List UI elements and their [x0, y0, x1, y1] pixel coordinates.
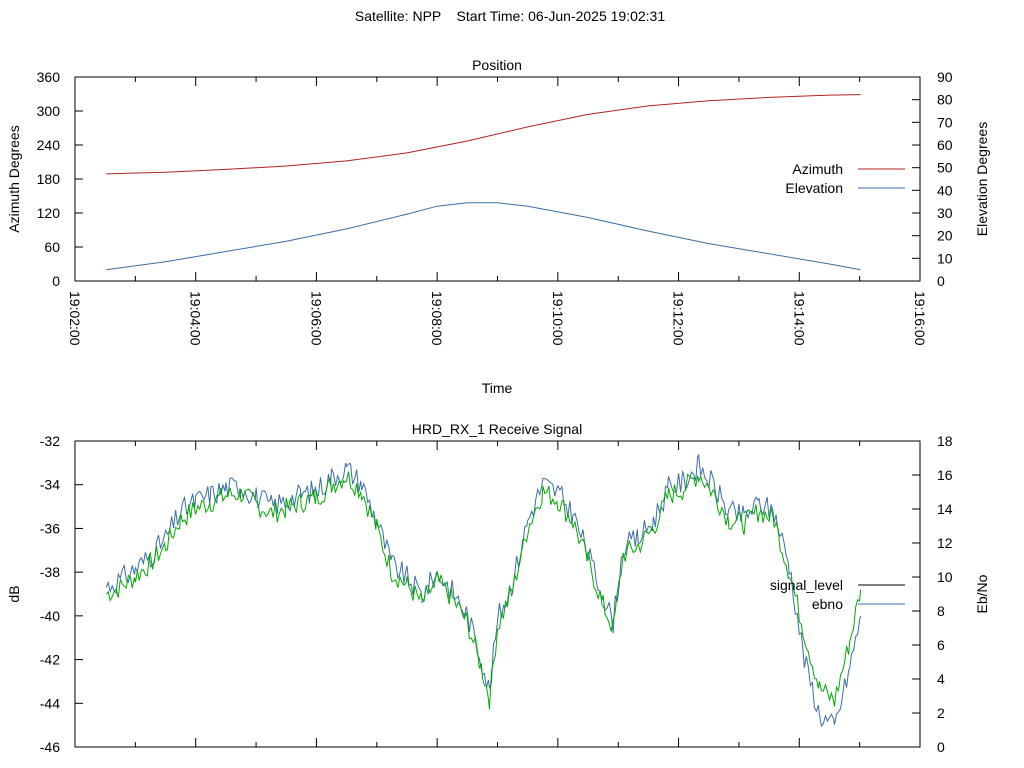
elevation-axis-label: Elevation Degrees	[974, 122, 990, 236]
azimuth-tick-label: 360	[37, 69, 61, 85]
elevation-tick-label: 70	[937, 114, 953, 130]
position-legend: Azimuth Elevation	[785, 161, 905, 196]
position-series	[106, 94, 861, 271]
elevation-tick-label: 20	[937, 228, 953, 244]
ebno-tick-label: 12	[937, 535, 953, 551]
time-axis-label: Time	[482, 380, 513, 396]
signal-legend-label-ebno: ebno	[812, 596, 843, 612]
elevation-tick-label: 0	[937, 273, 945, 289]
elevation-ticks: 0 10 20 30 40 50 60 70 80 90	[912, 69, 953, 289]
ebno-ticks: 0 2 4 6 8 10 12 14 16 18	[912, 433, 953, 755]
db-tick-label: -36	[40, 520, 60, 536]
time-tick-label: 19:02:00	[67, 291, 83, 346]
elevation-tick-label: 30	[937, 205, 953, 221]
db-tick-label: -42	[40, 652, 60, 668]
azimuth-line	[106, 94, 861, 175]
db-tick-label: -46	[40, 739, 60, 755]
db-tick-label: -32	[40, 433, 60, 449]
db-tick-label: -34	[40, 477, 60, 493]
time-ticks: 19:02:00 19:04:00 19:06:00 19:08:00 19:10:00…	[67, 77, 928, 346]
azimuth-ticks: 0 60 120 180 240 300 360	[37, 69, 83, 289]
position-chart: Position Azimuth Degrees Elevation Degre…	[6, 57, 990, 396]
azimuth-tick-label: 240	[37, 137, 61, 153]
azimuth-tick-label: 180	[37, 171, 61, 187]
db-tick-label: -44	[40, 695, 60, 711]
ebno-tick-label: 0	[937, 739, 945, 755]
ebno-tick-label: 6	[937, 637, 945, 653]
db-tick-label: -40	[40, 608, 60, 624]
signal-trace-line	[105, 471, 862, 710]
time-tick-label: 19:14:00	[791, 291, 807, 346]
position-legend-label-elevation: Elevation	[785, 180, 843, 196]
azimuth-axis-label: Azimuth Degrees	[6, 125, 22, 232]
ebno-tick-label: 8	[937, 603, 945, 619]
ebno-tick-label: 10	[937, 569, 953, 585]
ebno-axis-label: Eb/No	[974, 574, 990, 613]
receive-signal-chart: HRD_RX_1 Receive Signal dB Eb/No -32-34-…	[6, 421, 990, 755]
azimuth-tick-label: 0	[52, 273, 60, 289]
azimuth-tick-label: 300	[37, 103, 61, 119]
elevation-tick-label: 90	[937, 69, 953, 85]
azimuth-tick-label: 60	[44, 239, 60, 255]
ebno-tick-label: 18	[937, 433, 953, 449]
signal-chart-title: HRD_RX_1 Receive Signal	[412, 421, 582, 437]
ebno-tick-label: 14	[937, 501, 953, 517]
elevation-tick-label: 60	[937, 137, 953, 153]
signal-legend-label-signal-level: signal_level	[770, 577, 843, 593]
ebno-line	[105, 453, 862, 728]
elevation-tick-label: 80	[937, 92, 953, 108]
position-legend-label-azimuth: Azimuth	[792, 161, 843, 177]
ebno-tick-label: 16	[937, 467, 953, 483]
time-tick-label: 19:06:00	[308, 291, 324, 346]
ebno-tick-label: 4	[937, 671, 945, 687]
db-tick-label: -38	[40, 564, 60, 580]
time-tick-label: 19:08:00	[429, 291, 445, 346]
page-title: Satellite: NPP Start Time: 06-Jun-2025 1…	[354, 8, 666, 24]
time-tick-label: 19:16:00	[912, 291, 928, 346]
ebno-tick-label: 2	[937, 705, 945, 721]
time-tick-label: 19:04:00	[188, 291, 204, 346]
signal-series	[105, 453, 862, 728]
position-plot-frame	[74, 76, 921, 282]
db-ticks: -32 -34 -36 -38 -40 -42 -44 -46	[40, 433, 83, 755]
elevation-tick-label: 40	[937, 182, 953, 198]
azimuth-tick-label: 120	[37, 205, 61, 221]
signal-time-ticks	[74, 441, 921, 747]
elevation-tick-label: 10	[937, 250, 953, 266]
elevation-tick-label: 50	[937, 160, 953, 176]
elevation-line	[106, 202, 861, 271]
time-tick-label: 19:12:00	[671, 291, 687, 346]
db-axis-label: dB	[6, 585, 22, 602]
time-tick-label: 19:10:00	[550, 291, 566, 346]
position-chart-title: Position	[472, 57, 522, 73]
